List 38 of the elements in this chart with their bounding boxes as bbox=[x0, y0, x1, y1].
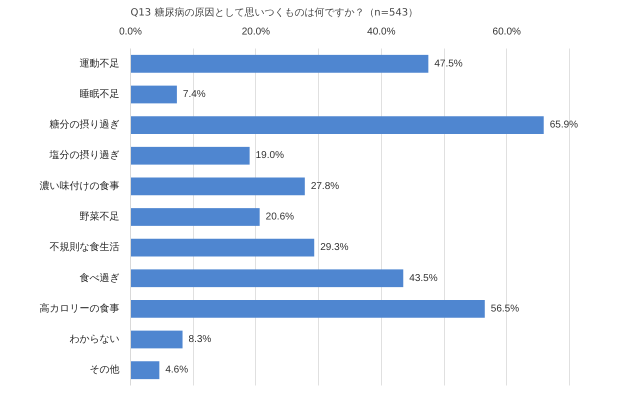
x-tick-label: 0.0% bbox=[119, 26, 142, 38]
y-tick-label: 塩分の摂り過ぎ bbox=[48, 149, 120, 162]
bar bbox=[130, 208, 260, 226]
data-label: 8.3% bbox=[188, 334, 212, 346]
data-label: 43.5% bbox=[409, 272, 438, 284]
data-label: 29.3% bbox=[320, 242, 349, 254]
y-tick-label: 不規則な食生活 bbox=[50, 241, 120, 254]
x-tick-label: 40.0% bbox=[367, 26, 396, 38]
bar bbox=[130, 86, 177, 104]
y-tick-label: 睡眠不足 bbox=[80, 88, 120, 100]
y-tick-label: 食べ過ぎ bbox=[80, 272, 120, 284]
y-tick-label: その他 bbox=[90, 364, 120, 376]
data-label: 7.4% bbox=[182, 88, 206, 100]
data-label: 56.5% bbox=[490, 303, 520, 314]
bar bbox=[130, 177, 305, 196]
data-label: 27.8% bbox=[310, 180, 340, 192]
bar bbox=[130, 238, 314, 257]
chart-title: Q13 糖尿病の原因として思いつくものは何ですか？（n=543） bbox=[130, 6, 418, 18]
y-tick-label: わからない bbox=[70, 334, 120, 346]
y-tick-label: 野菜不足 bbox=[80, 210, 120, 222]
data-label: 47.5% bbox=[434, 58, 463, 70]
y-tick-label: 濃い味付けの食事 bbox=[40, 180, 120, 192]
data-label: 19.0% bbox=[256, 150, 284, 162]
bar bbox=[130, 269, 404, 288]
bar bbox=[130, 330, 183, 348]
bar bbox=[130, 300, 485, 318]
y-tick-label: 運動不足 bbox=[80, 57, 120, 70]
y-tick-label: 高カロリーの食事 bbox=[40, 302, 120, 314]
bar bbox=[130, 54, 428, 73]
bar bbox=[130, 146, 250, 165]
bar bbox=[130, 116, 544, 134]
y-tick-label: 糖分の摂り過ぎ bbox=[50, 118, 120, 131]
x-tick-label: 20.0% bbox=[242, 26, 270, 38]
x-tick-label: 60.0% bbox=[492, 26, 522, 38]
data-label: 65.9% bbox=[550, 120, 578, 131]
data-label: 20.6% bbox=[266, 212, 294, 222]
bar bbox=[130, 361, 160, 380]
data-label: 4.6% bbox=[165, 364, 188, 376]
